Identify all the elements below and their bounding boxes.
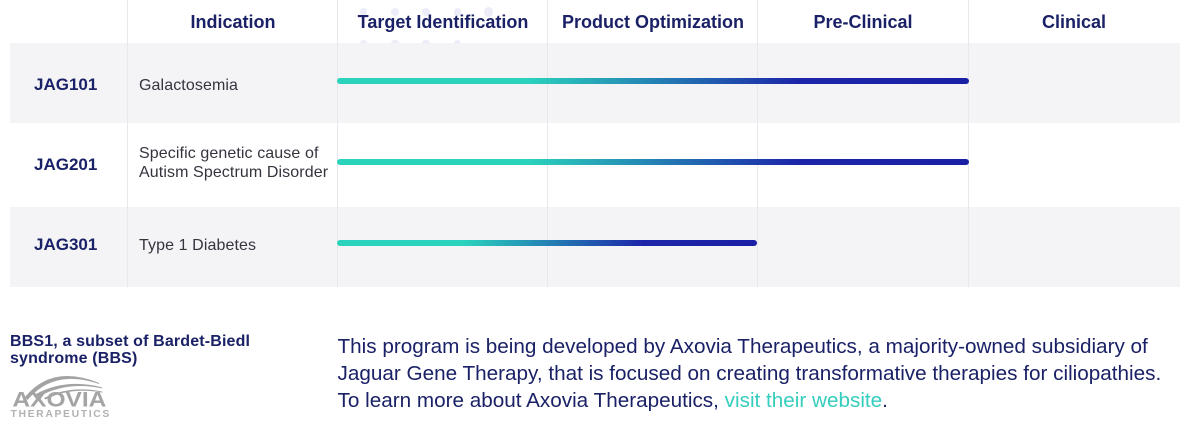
- svg-text:AXOVIA: AXOVIA: [12, 386, 106, 411]
- svg-text:THERAPEUTICS: THERAPEUTICS: [11, 409, 110, 420]
